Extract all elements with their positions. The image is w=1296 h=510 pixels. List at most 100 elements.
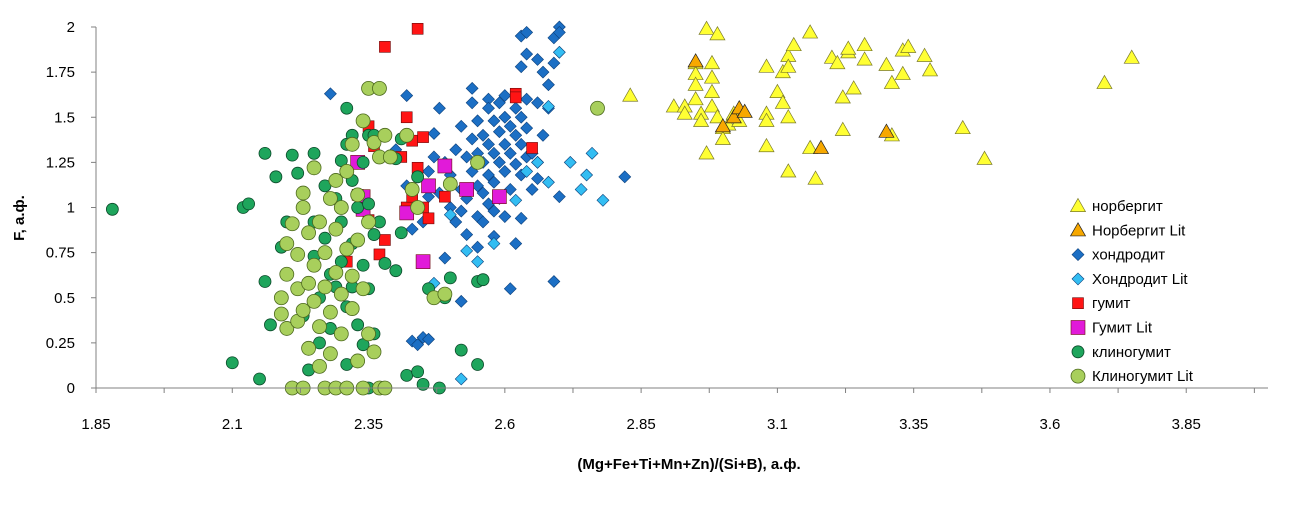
data-point bbox=[916, 47, 933, 62]
data-point bbox=[618, 170, 632, 184]
data-point bbox=[976, 150, 993, 165]
plot-points bbox=[105, 20, 1140, 396]
data-point bbox=[372, 80, 387, 96]
data-point bbox=[482, 168, 495, 182]
data-point bbox=[449, 215, 463, 229]
legend-marker bbox=[1071, 272, 1085, 286]
data-point bbox=[703, 98, 721, 113]
data-point bbox=[476, 128, 490, 142]
series-0 bbox=[622, 20, 1140, 185]
data-point bbox=[301, 225, 316, 241]
data-point bbox=[465, 96, 479, 110]
data-point bbox=[415, 254, 431, 269]
data-point bbox=[698, 20, 715, 35]
data-point bbox=[714, 118, 731, 133]
data-point bbox=[574, 183, 588, 196]
data-point bbox=[394, 226, 408, 240]
data-point bbox=[322, 191, 338, 206]
data-point bbox=[306, 160, 322, 176]
data-point bbox=[552, 190, 566, 204]
data-point bbox=[350, 232, 366, 248]
data-point bbox=[422, 164, 435, 178]
data-point bbox=[400, 89, 414, 103]
data-point bbox=[454, 204, 468, 218]
data-point bbox=[290, 247, 306, 262]
legend-marker bbox=[1070, 368, 1086, 384]
data-point bbox=[878, 123, 895, 138]
data-point bbox=[253, 372, 266, 386]
series-2 bbox=[323, 20, 632, 352]
data-point bbox=[520, 164, 534, 178]
data-point bbox=[367, 228, 381, 241]
data-point bbox=[416, 377, 430, 391]
data-point bbox=[531, 96, 544, 110]
data-point bbox=[687, 76, 704, 91]
data-point bbox=[291, 166, 305, 180]
data-point bbox=[1123, 49, 1140, 64]
data-point bbox=[563, 155, 577, 169]
data-point bbox=[443, 208, 457, 222]
data-point bbox=[340, 101, 354, 115]
data-point bbox=[279, 321, 295, 336]
legend: норбергит Норбергит Lit хондродит Хондродит… bbox=[1069, 197, 1194, 385]
legend-label: Клиногумит Lit bbox=[1092, 368, 1194, 385]
data-point bbox=[542, 99, 555, 113]
data-point bbox=[509, 91, 522, 104]
data-point bbox=[400, 111, 413, 124]
data-point bbox=[807, 170, 824, 185]
data-point bbox=[758, 112, 775, 127]
legend-label: хондродит bbox=[1092, 247, 1165, 264]
data-point bbox=[525, 183, 539, 196]
data-point bbox=[465, 132, 479, 146]
data-point bbox=[520, 25, 534, 39]
data-point bbox=[703, 54, 721, 70]
data-point bbox=[312, 319, 327, 335]
data-point bbox=[520, 47, 534, 61]
x-tick-label: 2.6 bbox=[494, 416, 515, 433]
data-point bbox=[547, 56, 561, 70]
data-point bbox=[703, 69, 721, 84]
data-point bbox=[258, 146, 272, 160]
data-point bbox=[709, 26, 726, 41]
data-point bbox=[333, 286, 349, 302]
data-point bbox=[482, 101, 495, 115]
data-point bbox=[687, 90, 704, 106]
data-point bbox=[312, 214, 327, 230]
data-point bbox=[460, 228, 474, 241]
data-point bbox=[492, 96, 506, 110]
legend-item: Гумит Lit bbox=[1070, 320, 1153, 337]
legend-marker bbox=[1070, 320, 1086, 335]
data-point bbox=[378, 257, 392, 270]
series-1 bbox=[687, 53, 895, 154]
data-point bbox=[264, 318, 277, 332]
data-point bbox=[379, 234, 391, 246]
legend-label: Норбергит Lit bbox=[1092, 222, 1186, 239]
data-point bbox=[454, 372, 468, 386]
data-point bbox=[503, 183, 517, 196]
series-7 bbox=[273, 80, 605, 396]
data-point bbox=[878, 56, 895, 71]
data-point bbox=[845, 80, 862, 95]
y-tick-label: 2 bbox=[67, 19, 75, 36]
data-point bbox=[482, 137, 495, 151]
data-point bbox=[285, 148, 299, 162]
data-point bbox=[323, 87, 337, 101]
data-point bbox=[509, 101, 523, 115]
data-point bbox=[785, 36, 802, 52]
data-point bbox=[379, 41, 391, 53]
data-point bbox=[769, 83, 786, 98]
data-point bbox=[422, 212, 435, 225]
data-point bbox=[454, 119, 468, 133]
data-point bbox=[400, 368, 414, 382]
data-point bbox=[279, 266, 295, 282]
data-point bbox=[498, 89, 512, 103]
data-point bbox=[465, 81, 479, 95]
data-point bbox=[389, 264, 403, 278]
data-point bbox=[714, 130, 731, 145]
data-point bbox=[531, 53, 544, 66]
data-point bbox=[509, 128, 523, 142]
data-point bbox=[322, 304, 338, 320]
data-point bbox=[284, 216, 300, 232]
data-point bbox=[698, 145, 715, 160]
legend-item: клиногумит bbox=[1071, 344, 1171, 361]
